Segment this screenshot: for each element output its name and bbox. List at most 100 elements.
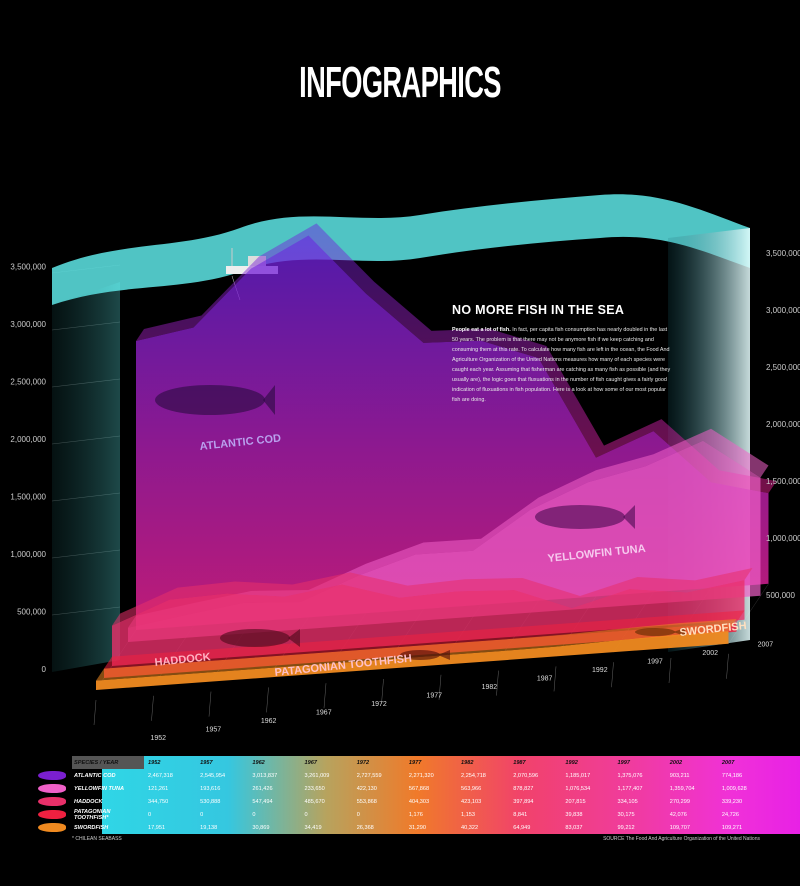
fish-icon-shape [38, 823, 66, 832]
table-cell: 26,368 [356, 824, 374, 831]
grid-tick [323, 683, 327, 709]
y-axis-left: 0 500,000 1,000,000 1,500,000 2,000,000 2,500… [10, 263, 46, 675]
fish-icon [30, 821, 72, 834]
series-area-swordfish [96, 630, 729, 690]
description-text: People eat a lot of fish. In fact, per c… [452, 325, 674, 405]
grid-tick [438, 674, 442, 700]
table-cell: 1,009,628 [721, 785, 747, 792]
table-cell: 207,815 [565, 798, 586, 805]
table-cell: 339,230 [721, 798, 743, 805]
table-cell: 423,103 [461, 798, 482, 805]
table-cell: 261,426 [252, 785, 273, 792]
table-cell: 485,670 [304, 798, 325, 805]
x-tick-label: 1967 [316, 710, 332, 717]
table-cell: 0 [304, 811, 308, 818]
y-tick-right: 2,500,000 [766, 363, 800, 372]
table-cell: 0 [252, 811, 256, 818]
table-cell: 774,186 [721, 772, 743, 779]
table-cell: 34,419 [304, 824, 322, 831]
x-tick-label: 1957 [206, 727, 222, 734]
water-band [52, 194, 750, 305]
table-cell: 109,707 [669, 824, 690, 831]
grid-tick [381, 678, 384, 705]
table-cell: 2,545,954 [200, 772, 226, 779]
table-cell: 0 [200, 811, 204, 818]
table-cell: 530,888 [200, 798, 221, 805]
x-tick-label: 2007 [758, 642, 774, 649]
table-cell: 24,726 [721, 811, 739, 818]
table-header-year: 1977 [408, 759, 422, 766]
table-header-year: 2002 [669, 759, 683, 766]
table-cell: 1,177,407 [617, 785, 643, 792]
y-tick-left: 0 [42, 665, 47, 674]
y-tick-left: 1,000,000 [10, 550, 46, 559]
table-cell: 1,076,534 [565, 785, 591, 792]
fish-icon [30, 795, 72, 808]
table-cell: 404,303 [408, 798, 430, 805]
fish-icon [30, 769, 72, 782]
haddock-fish-icon [220, 629, 300, 647]
table-color-strip [102, 756, 800, 834]
table-cell: 8,841 [513, 811, 528, 818]
y-axis-right: 500,000 1,000,000 1,500,000 2,000,000 2,500,… [766, 249, 800, 600]
table-cell: 39,838 [565, 811, 583, 818]
table-cell: 0 [356, 811, 360, 818]
series-top-face [96, 618, 737, 681]
table-header-year: 2007 [721, 759, 735, 766]
y-tick-left: 3,500,000 [10, 263, 46, 272]
table-cell: 193,616 [200, 785, 221, 792]
table-cell: 878,827 [513, 785, 534, 792]
table-header-label-bg [72, 756, 144, 769]
table-header-year: 1987 [513, 759, 526, 766]
species-name: SWORDFISH [74, 824, 109, 831]
fish-icon-shape [38, 784, 66, 793]
grid-tick [208, 691, 212, 717]
footnote: * CHILEAN SEABASS [72, 836, 122, 842]
table-cell: 30,869 [252, 824, 270, 831]
grid-tick [611, 662, 614, 688]
table-header-label: SPECIES / YEAR [74, 759, 119, 766]
table-cell: 553,868 [356, 798, 377, 805]
y-tick-left: 3,000,000 [10, 320, 46, 329]
x-tick-label: 1972 [371, 701, 387, 708]
grid-tick [151, 695, 154, 721]
water-left-wall [52, 282, 120, 672]
table-row: SWORDFISH 17,951 19,138 30,869 34,419 26,368 3… [30, 821, 772, 834]
table-cell: 422,130 [356, 785, 377, 792]
x-tick-label: 1982 [482, 684, 498, 691]
table-header-year: 1972 [356, 759, 370, 766]
y-tick-left: 2,500,000 [10, 378, 46, 387]
data-table: SPECIES / YEAR 1952 1957 1962 1967 1972 1977 19… [30, 756, 800, 834]
table-header-year: 1982 [461, 759, 474, 766]
table-row: PATAGONIAN TOOTHFISH* 0 0 0 0 0 1,176 1,153 8,84… [30, 808, 772, 821]
table-cell: 547,494 [252, 798, 273, 805]
table-header-row: SPECIES / YEAR 1952 1957 1962 1967 1972 1977 19… [30, 756, 772, 769]
swordfish-fish-icon [635, 628, 685, 636]
page-title: INFOGRAPHICS [299, 58, 501, 107]
table-row: ATLANTIC COD 2,467,318 2,545,954 3,013,837 3… [30, 769, 772, 782]
y-tick-left: 500,000 [17, 608, 46, 617]
species-name: ATLANTIC COD [74, 772, 116, 779]
y-tick-right: 500,000 [766, 591, 795, 600]
table-cell: 31,290 [408, 824, 426, 831]
fish-silhouettes [155, 385, 685, 660]
series-areas [96, 223, 777, 690]
table-cell: 270,299 [669, 798, 690, 805]
fish-icon [30, 782, 72, 795]
y-tick-right: 3,500,000 [766, 249, 800, 258]
fish-icon-shape [38, 810, 66, 819]
table-header-year: 1957 [200, 759, 213, 766]
grid-tick [726, 653, 729, 679]
x-tick-label: 1977 [426, 693, 442, 700]
description-heading: NO MORE FISH IN THE SEA [452, 303, 625, 317]
table-cell: 2,467,318 [148, 772, 173, 779]
table-cell: 1,185,017 [565, 772, 591, 779]
table-cell: 344,750 [148, 798, 169, 805]
fish-icon-shape [38, 797, 66, 806]
x-tick-label: 1987 [537, 676, 553, 683]
y-tick-left: 1,500,000 [10, 493, 46, 502]
table-cell: 2,727,559 [356, 772, 382, 779]
x-tick-label: 2002 [702, 650, 718, 657]
table-cell: 17,951 [148, 824, 166, 831]
table-cell: 2,254,718 [461, 772, 486, 779]
